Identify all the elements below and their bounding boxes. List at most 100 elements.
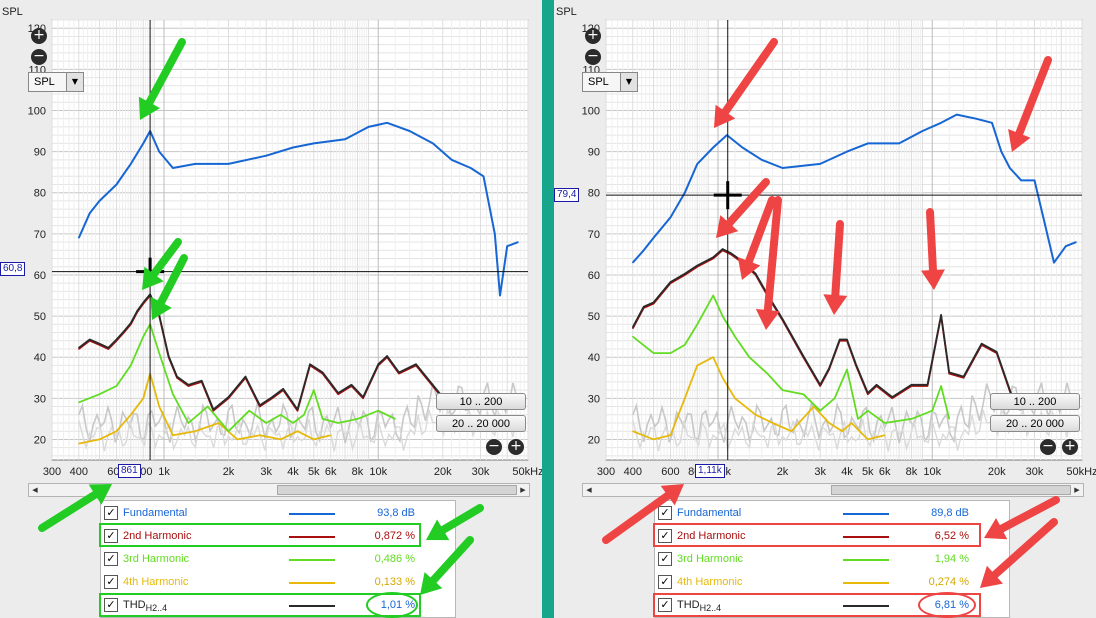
data-point xyxy=(89,338,91,341)
data-point xyxy=(755,414,757,416)
data-point xyxy=(931,410,933,412)
legend-label: Fundamental xyxy=(677,507,742,519)
thd-label: THD xyxy=(677,599,700,611)
data-point xyxy=(313,389,315,391)
panel-divider xyxy=(542,0,554,618)
thd-subscript: H2..4 xyxy=(145,603,168,614)
data-point xyxy=(975,118,977,120)
x-tick-label: 5k xyxy=(862,466,874,478)
scrollbar-thumb[interactable] xyxy=(831,485,1071,495)
data-point xyxy=(398,373,400,375)
checkbox-3rd-harmonic[interactable]: ✓ xyxy=(104,552,118,566)
legend-row: ✓ 2nd Harmonic 0,872 % xyxy=(101,526,455,548)
spl-chart-right[interactable]: 20304050607080901001101203004006008001,1… xyxy=(554,0,1096,500)
data-point xyxy=(891,396,893,398)
data-point xyxy=(669,216,672,218)
data-point xyxy=(322,371,324,374)
curve-select[interactable]: SPL ▼ xyxy=(582,72,638,92)
data-point xyxy=(282,388,284,390)
data-point xyxy=(940,122,942,124)
data-point xyxy=(89,212,91,214)
chart-panel-left: SPL 203040506070809010011012030040060080… xyxy=(0,0,542,618)
x-tick-label: 4k xyxy=(841,466,853,478)
legend-value: 0,872 % xyxy=(374,530,415,542)
data-point xyxy=(855,363,857,365)
zoom-out-icon[interactable]: − xyxy=(486,439,502,455)
x-tick-label: 50kHz xyxy=(512,466,542,478)
data-point xyxy=(394,418,396,420)
data-point xyxy=(248,410,250,412)
data-point xyxy=(136,310,138,312)
data-point xyxy=(227,396,230,398)
curve-select[interactable]: SPL ▼ xyxy=(28,72,84,92)
curve-select-value: SPL xyxy=(34,76,55,88)
zoom-in-icon[interactable]: + xyxy=(508,439,524,455)
x-tick-label: 3k xyxy=(814,466,826,478)
x-tick-label: 8k xyxy=(906,466,918,478)
legend-label: Fundamental xyxy=(123,507,188,519)
range-10-200-button[interactable]: 10 .. 200 xyxy=(990,393,1080,410)
data-point xyxy=(781,167,784,169)
zoom-out-icon[interactable]: − xyxy=(31,49,47,65)
left-arrow-icon[interactable]: ◀ xyxy=(586,486,592,494)
data-point xyxy=(981,343,983,345)
data-point xyxy=(755,273,757,275)
data-point xyxy=(296,430,299,432)
data-point xyxy=(632,262,634,264)
x-tick-label: 2k xyxy=(777,466,789,478)
checkbox-thd[interactable]: ✓ xyxy=(104,598,118,612)
range-10-200-button[interactable]: 10 .. 200 xyxy=(436,393,526,410)
checkbox-3rd-harmonic[interactable]: ✓ xyxy=(658,552,672,566)
x-tick-label: 20k xyxy=(434,466,452,478)
scrollbar-thumb[interactable] xyxy=(277,485,517,495)
zoom-in-icon[interactable]: + xyxy=(1062,439,1078,455)
legend-row: ✓ 3rd Harmonic 1,94 % xyxy=(655,549,1009,571)
thd-label: THD xyxy=(123,599,146,611)
x-tick-label: 5k xyxy=(308,466,320,478)
data-point xyxy=(819,163,821,165)
data-point xyxy=(1075,241,1077,243)
data-point xyxy=(259,434,261,436)
zoom-out-icon[interactable]: − xyxy=(585,49,601,65)
data-point xyxy=(684,192,686,194)
data-point xyxy=(218,422,220,424)
y-tick-label: 50 xyxy=(588,311,600,323)
chevron-down-icon: ▼ xyxy=(66,73,83,91)
checkbox-2nd-harmonic[interactable]: ✓ xyxy=(104,529,118,543)
legend-label: THDH2..4 xyxy=(123,599,167,613)
data-point xyxy=(1020,179,1022,181)
data-point xyxy=(802,355,804,357)
right-arrow-icon[interactable]: ▶ xyxy=(520,486,526,494)
zoom-in-icon[interactable]: + xyxy=(31,28,47,44)
highlight-oval-thd xyxy=(918,592,976,618)
checkbox-fundamental[interactable]: ✓ xyxy=(104,506,118,520)
data-point xyxy=(279,438,282,441)
horizontal-scrollbar[interactable]: ◀ ▶ xyxy=(582,483,1084,497)
data-point xyxy=(876,384,878,386)
zoom-out-icon[interactable]: − xyxy=(1040,439,1056,455)
zoom-in-icon[interactable]: + xyxy=(585,28,601,44)
right-arrow-icon[interactable]: ▶ xyxy=(1074,486,1080,494)
data-point xyxy=(1042,216,1044,218)
x-tick-label: 300 xyxy=(597,466,615,478)
data-point xyxy=(684,273,686,275)
x-tick-label: 30k xyxy=(472,466,490,478)
range-20-20000-button[interactable]: 20 .. 20 000 xyxy=(436,415,526,432)
data-point xyxy=(802,393,804,395)
legend-swatch xyxy=(843,513,889,515)
data-point xyxy=(244,375,247,378)
data-point xyxy=(172,434,174,436)
checkbox-4th-harmonic[interactable]: ✓ xyxy=(658,575,672,589)
legend-row: ✓ 3rd Harmonic 0,486 % xyxy=(101,549,455,571)
range-20-20000-button[interactable]: 20 .. 20 000 xyxy=(990,415,1080,432)
checkbox-thd[interactable]: ✓ xyxy=(658,598,672,612)
left-arrow-icon[interactable]: ◀ xyxy=(32,486,38,494)
checkbox-4th-harmonic[interactable]: ✓ xyxy=(104,575,118,589)
data-point xyxy=(98,393,101,395)
noise-floor-trace xyxy=(632,408,1072,452)
data-point xyxy=(721,377,724,379)
cursor-y-readout: 79,4 xyxy=(554,188,580,202)
horizontal-scrollbar[interactable]: ◀ ▶ xyxy=(28,483,530,497)
checkbox-fundamental[interactable]: ✓ xyxy=(658,506,672,520)
data-point xyxy=(115,338,118,341)
